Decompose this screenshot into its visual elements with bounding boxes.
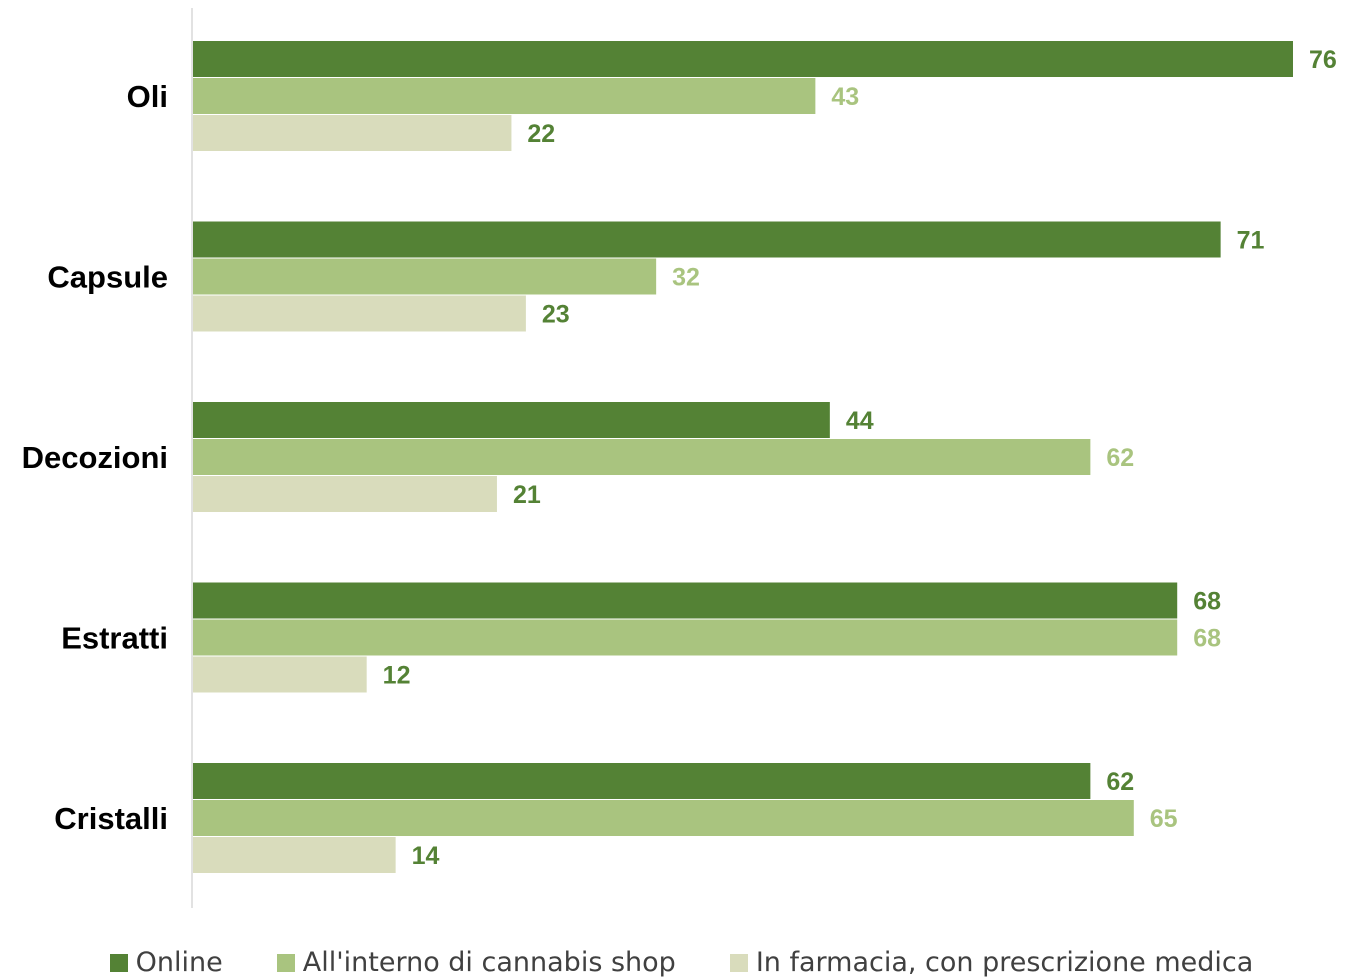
data-label: 62 xyxy=(1106,768,1134,796)
legend-item-farmacia: In farmacia, con prescrizione medica xyxy=(729,947,1254,978)
legend-label-farmacia: In farmacia, con prescrizione medica xyxy=(755,947,1254,978)
category-label: Estratti xyxy=(61,621,168,656)
data-label: 76 xyxy=(1309,46,1337,74)
bar-chart-svg: Oli 76 43 22 Capsule 71 32 23 Decozioni 44 62 21 Est… xyxy=(22,8,1337,908)
bar xyxy=(193,800,1134,836)
legend-swatch-online xyxy=(109,953,128,972)
data-label: 65 xyxy=(1150,805,1178,833)
legend-item-cannabis-shop: All'interno di cannabis shop xyxy=(276,947,676,978)
data-label: 68 xyxy=(1193,625,1221,653)
data-label: 22 xyxy=(527,120,555,148)
category-label: Cristalli xyxy=(54,801,168,836)
legend-label-online: Online xyxy=(135,947,223,978)
data-label: 44 xyxy=(846,407,874,435)
data-label: 23 xyxy=(542,301,570,329)
bar xyxy=(193,763,1091,799)
bar xyxy=(193,476,497,512)
category-label: Oli xyxy=(127,79,168,114)
bar xyxy=(193,582,1178,619)
data-label: 68 xyxy=(1193,588,1221,616)
bar xyxy=(193,115,512,151)
legend-swatch-cannabis-shop xyxy=(276,953,295,972)
data-label: 32 xyxy=(672,264,700,292)
bar xyxy=(193,439,1091,475)
legend-label-cannabis-shop: All'interno di cannabis shop xyxy=(302,947,676,978)
bar xyxy=(193,837,396,873)
bar xyxy=(193,619,1178,656)
bar xyxy=(193,295,526,332)
data-label: 12 xyxy=(383,662,411,690)
legend-swatch-farmacia xyxy=(729,953,748,972)
bar xyxy=(193,221,1221,258)
data-label: 71 xyxy=(1237,227,1265,255)
category-label: Capsule xyxy=(47,260,168,295)
legend: Online All'interno di cannabis shop In f… xyxy=(0,946,1363,979)
bar xyxy=(193,656,367,693)
bar xyxy=(193,258,657,295)
category-label: Decozioni xyxy=(22,440,168,475)
data-label: 21 xyxy=(513,481,541,509)
bar xyxy=(193,402,830,438)
bar xyxy=(193,78,816,114)
legend-item-online: Online xyxy=(109,947,223,978)
data-label: 14 xyxy=(412,842,440,870)
data-label: 43 xyxy=(831,83,859,111)
bar xyxy=(193,41,1293,77)
data-label: 62 xyxy=(1106,444,1134,472)
